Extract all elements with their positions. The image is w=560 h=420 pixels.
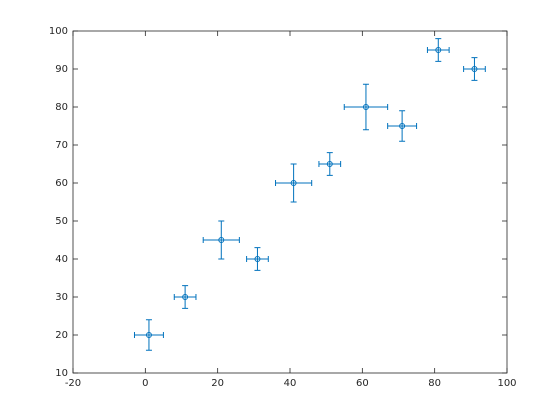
x-error-bar [173, 294, 197, 300]
point [326, 161, 333, 167]
y-tick-label: 60 [55, 178, 68, 189]
x-tick-label: 100 [497, 378, 516, 389]
x-error-bar [343, 104, 389, 110]
x-tick-label: -20 [65, 378, 81, 389]
y-tick-label: 50 [55, 216, 68, 227]
x-error-bar [318, 161, 342, 167]
x-tick-label: 40 [284, 378, 297, 389]
x-tick-label: 80 [428, 378, 441, 389]
x-error-bar [133, 332, 164, 338]
point [182, 294, 189, 300]
y-tick-label: 20 [55, 330, 68, 341]
y-tick-label: 10 [55, 368, 68, 379]
x-tick-label: 0 [142, 378, 148, 389]
y-tick-label: 30 [55, 292, 68, 303]
x-error-bar [202, 237, 240, 243]
point [471, 66, 478, 72]
point [362, 104, 369, 110]
y-tick-label: 100 [49, 26, 68, 37]
y-tick-label: 90 [55, 64, 68, 75]
x-tick-label: 20 [211, 378, 224, 389]
point [435, 47, 442, 53]
y-tick-label: 80 [55, 102, 68, 113]
point [254, 256, 261, 262]
x-tick-label: 60 [356, 378, 369, 389]
y-tick-label: 40 [55, 254, 68, 265]
point [145, 332, 152, 338]
x-error-bar [246, 256, 269, 262]
x-error-bar [463, 66, 486, 72]
point [399, 123, 406, 129]
point [218, 237, 225, 243]
x-error-bar [426, 47, 450, 53]
plot-area [72, 30, 508, 374]
x-error-bar [275, 180, 313, 186]
x-error-bar [387, 123, 418, 129]
y-tick-label: 70 [55, 140, 68, 151]
point [290, 180, 297, 186]
